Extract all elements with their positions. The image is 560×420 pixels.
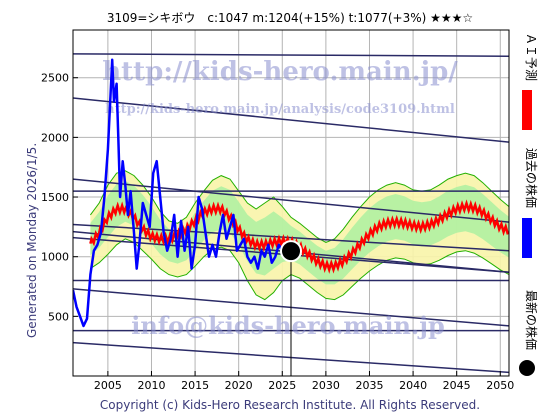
forecast-band-upper-line [89, 170, 509, 243]
x-tick-label: 2015 [181, 379, 209, 392]
y-tick-label: 1500 [41, 191, 69, 204]
x-tick-label: 2010 [137, 379, 165, 392]
trend-line [73, 178, 509, 223]
legend-label-latest-price: 最新の株価 [524, 290, 539, 350]
watermark-email: info@kids-hero.main.jp [131, 311, 445, 340]
legend-label-forecast: ＡＩ予測 [524, 33, 538, 81]
x-tick-label: 2040 [399, 379, 427, 392]
legend-item-past-price: 過去の株価 [522, 148, 539, 258]
legend-swatch-forecast [522, 90, 532, 130]
past-price-series-line [73, 58, 291, 328]
plot-inner: http://kids-hero.main.jp/http://kids-her… [73, 30, 509, 376]
x-tick-label: 2035 [355, 379, 383, 392]
chart-title: 3109=シキボウ c:1047 m:1204(+15%) t:1077(+3%… [107, 11, 473, 25]
watermark-analysis-url: http://kids-hero.main.jp/analysis/code31… [105, 102, 455, 117]
forecast-band-lower-line [90, 238, 509, 301]
copyright-footer: Copyright (c) Kids-Hero Research Institu… [100, 398, 480, 412]
forecast-band-inner [90, 181, 509, 285]
trend-line [73, 97, 509, 143]
legend-swatch-latest-price [519, 360, 535, 376]
y-tick-label: 2000 [41, 131, 69, 144]
legend-swatch-past-price [522, 218, 532, 258]
y-tick-label: 1000 [41, 251, 69, 264]
plot-frame [72, 29, 510, 377]
plot-area: http://kids-hero.main.jp/http://kids-her… [41, 29, 514, 392]
legend-item-forecast: ＡＩ予測 [522, 33, 538, 130]
x-tick-label: 2030 [312, 379, 340, 392]
legend-label-past-price: 過去の株価 [524, 148, 539, 208]
y-tick-label: 2500 [41, 72, 69, 85]
latest-price-marker [280, 240, 302, 263]
generated-date-note: Generated on Monday 2026/1/5. [25, 143, 39, 338]
x-tick-label: 2025 [268, 379, 296, 392]
y-tick-label: 500 [48, 310, 69, 323]
trend-line [73, 53, 509, 57]
x-tick-label: 2045 [443, 379, 471, 392]
x-tick-label: 2050 [486, 379, 514, 392]
legend-item-latest-price: 最新の株価 [519, 290, 539, 376]
watermark-url: http://kids-hero.main.jp/ [102, 57, 458, 87]
legend: ＡＩ予測 過去の株価 最新の株価 [519, 33, 539, 376]
x-tick-label: 2020 [225, 379, 253, 392]
x-tick-label: 2005 [94, 379, 122, 392]
